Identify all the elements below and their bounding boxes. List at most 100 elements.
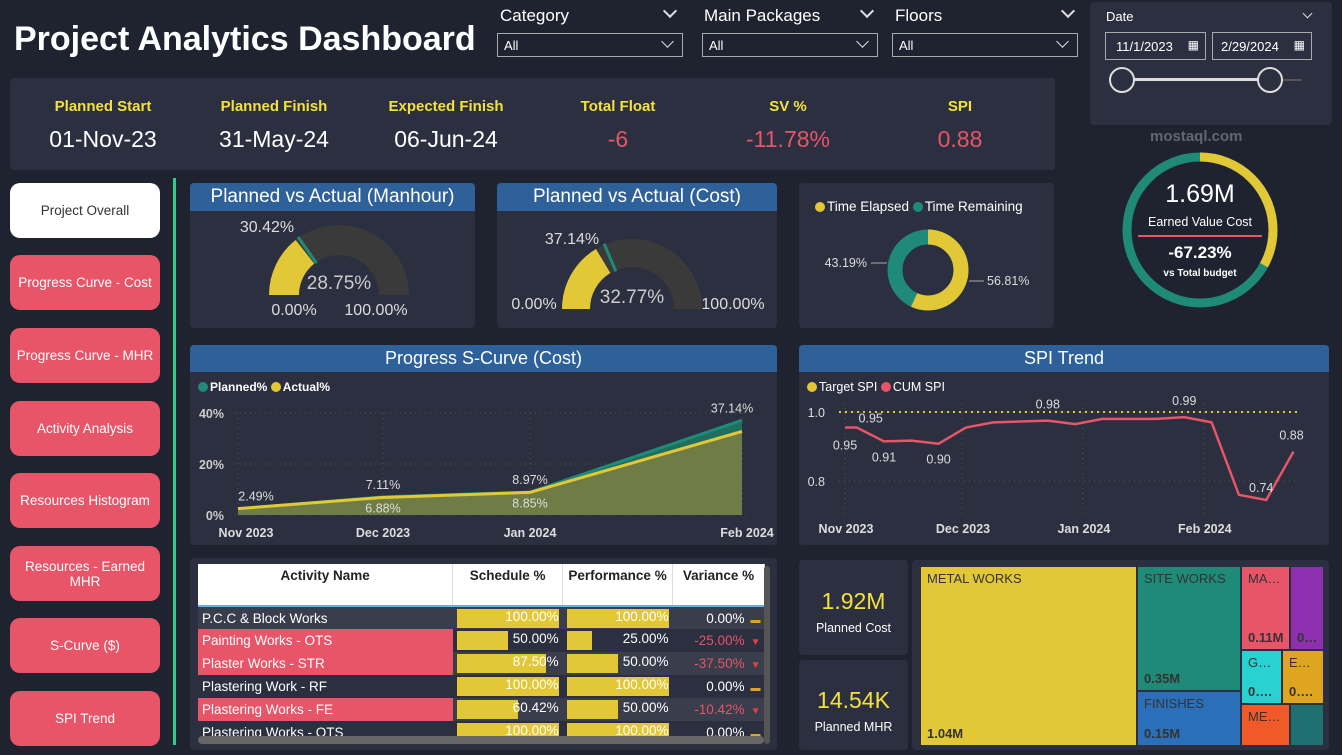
treemap-tile[interactable]: SITE WORKS 0.35M <box>1137 566 1241 691</box>
treemap-tile[interactable] <box>1290 704 1324 746</box>
treemap-tile[interactable]: E… 0…. <box>1282 650 1324 704</box>
bar-cell: 50.00% <box>453 629 563 652</box>
chevron-down-icon <box>661 35 674 48</box>
bar-fill <box>456 677 559 696</box>
nav-button-progress-curve-mhr[interactable]: Progress Curve - MHR <box>10 328 160 383</box>
legend-label: Time Remaining <box>924 199 1023 214</box>
table-row[interactable]: Plaster Works - STR 87.50% 50.00% -37.50% ▼ <box>198 652 765 675</box>
calendar-icon[interactable]: ▦ <box>1293 38 1305 52</box>
gauge-min-label: 0.00% <box>271 302 316 319</box>
table-row[interactable]: Plastering Works - FE 60.42% 50.00% -10.42%… <box>198 698 765 721</box>
chevron-down-icon <box>1056 35 1069 48</box>
bar-value: 60.42% <box>512 700 559 715</box>
data-bar: 100.00% <box>566 608 669 628</box>
nav-button-project-overall[interactable]: Project Overall <box>10 183 160 238</box>
main-packages-dropdown[interactable]: All <box>702 33 878 57</box>
vertical-scrollbar[interactable] <box>764 566 770 744</box>
cost-gauge-card: Planned vs Actual (Cost) 32.77% 37.14% 0.0… <box>497 183 777 328</box>
chevron-down-icon[interactable] <box>1060 3 1076 19</box>
bar-value: 100.00% <box>505 677 559 692</box>
column-header[interactable]: Activity Name <box>198 564 454 607</box>
tile-value: 0.15M <box>1144 726 1181 741</box>
spi-data-label: 0.90 <box>926 453 950 467</box>
gauge-fill <box>269 240 315 295</box>
table-row[interactable]: Plastering Works - OTS 100.00% 100.00% 0.00… <box>198 721 765 736</box>
filter-label: Main Packages <box>704 6 821 25</box>
planned-data-label: 7.11% <box>366 478 401 492</box>
nav-button-resources-earned-mhr[interactable]: Resources - Earned MHR <box>10 546 160 601</box>
floors-dropdown[interactable]: All <box>892 33 1078 57</box>
calendar-icon[interactable]: ▦ <box>1187 38 1199 52</box>
nav-button-activity-analysis[interactable]: Activity Analysis <box>10 401 160 456</box>
gauge-max-label: 100.00% <box>701 296 764 313</box>
table-row[interactable]: P.C.C & Block Works 100.00% 100.00% 0.00% ▬ <box>198 606 765 629</box>
data-bar: 60.42% <box>456 700 559 719</box>
slider-end-handle[interactable] <box>1256 67 1283 93</box>
treemap-tile[interactable]: G… 0…. <box>1241 650 1282 704</box>
column-header[interactable]: Performance % <box>562 564 674 607</box>
data-bar: 50.00% <box>456 631 559 650</box>
nav-button-resources-histogram[interactable]: Resources Histogram <box>10 473 160 528</box>
bar-value: 100.00% <box>505 608 559 624</box>
filter-label: Floors <box>895 6 943 25</box>
treemap-tile[interactable]: FINISHES 0.15M <box>1137 691 1241 746</box>
variance-value: 0.00% <box>706 725 745 736</box>
donut-legend: Time Elapsed Time Remaining <box>815 199 1023 214</box>
x-tick-label: Dec 2023 <box>936 522 990 536</box>
column-header[interactable]: Schedule % <box>452 564 564 607</box>
gauge-target-marker <box>296 236 318 265</box>
planned-mhr-value: 14.54K <box>817 687 890 713</box>
time-donut-chart: 56.81% 43.19% <box>825 229 1029 311</box>
chevron-down-icon[interactable] <box>1302 8 1313 19</box>
tile-value: 0.35M <box>1144 671 1181 686</box>
bar-fill <box>456 700 519 719</box>
treemap-tile[interactable]: ME… <box>1241 704 1290 746</box>
column-header[interactable]: Variance % <box>672 564 765 607</box>
card-title: SPI Trend <box>799 345 1329 372</box>
table-row[interactable]: Plastering Work - RF 100.00% 100.00% 0.00% ▬ <box>198 675 765 698</box>
down-arrow-icon: ▼ <box>750 637 761 648</box>
activity-name: Plaster Works - STR <box>198 652 453 675</box>
bar-cell: 100.00% <box>453 675 563 698</box>
earned-value-kpi: 1.69M Earned Value Cost -67.23% vs Total… <box>1130 180 1270 279</box>
variance-cell: -25.00% ▼ <box>673 629 765 652</box>
bar-cell: 100.00% <box>563 606 673 629</box>
dropdown-value: All <box>709 38 724 53</box>
data-bar: 100.00% <box>456 723 559 736</box>
ring-fill <box>1122 152 1278 308</box>
bar-cell: 100.00% <box>453 606 563 629</box>
nav-button-spi-trend[interactable]: SPI Trend <box>10 691 160 746</box>
treemap-tile[interactable]: 0… <box>1290 566 1324 650</box>
kpi-value: 06-Jun-24 <box>394 126 498 152</box>
treemap-tile[interactable]: MA… 0.11M <box>1241 566 1290 650</box>
legend-label: Target SPI <box>819 380 878 394</box>
bar-cell: 100.00% <box>453 721 563 736</box>
legend-dot <box>198 382 208 392</box>
donut-remaining-label: 43.19% <box>825 256 867 270</box>
variance-value: -10.42% <box>694 702 745 717</box>
nav-button-s-curve[interactable]: S-Curve ($) <box>10 618 160 673</box>
start-date-input[interactable]: 11/1/2023 ▦ <box>1105 32 1206 60</box>
horizontal-scrollbar[interactable] <box>198 736 764 744</box>
kpi-value: 31-May-24 <box>219 126 329 152</box>
nav-button-progress-curve-cost[interactable]: Progress Curve - Cost <box>10 255 160 310</box>
bar-value: 50.00% <box>622 700 669 715</box>
bar-cell: 50.00% <box>563 652 673 675</box>
chevron-down-icon[interactable] <box>859 3 875 19</box>
slider-start-handle[interactable] <box>1109 67 1135 93</box>
category-dropdown[interactable]: All <box>497 33 683 57</box>
chart-legend: Planned% Actual% <box>198 380 330 394</box>
tile-label: MA… <box>1248 571 1281 586</box>
bar-value: 87.50% <box>512 654 559 669</box>
spi-data-label: 0.88 <box>1279 429 1303 443</box>
treemap-card: METAL WORKS 1.04M SITE WORKS 0.35M FINISHES 0… <box>912 560 1329 750</box>
chevron-down-icon[interactable] <box>662 3 678 19</box>
table-row[interactable]: Painting Works - OTS 50.00% 25.00% -25.00% ▼ <box>198 629 765 652</box>
treemap-tile[interactable]: METAL WORKS 1.04M <box>920 566 1137 746</box>
down-arrow-icon: ▼ <box>750 660 761 671</box>
donut-elapsed-segment <box>887 229 969 311</box>
bar-value: 50.00% <box>622 654 669 669</box>
s-curve-chart: 0% 20% 40% 7.11% 8.97% 37.14% 2.49% 6.88% 8.85% N… <box>199 401 774 540</box>
actual-data-label: 6.88% <box>365 501 400 515</box>
end-date-input[interactable]: 2/29/2024 ▦ <box>1212 32 1312 60</box>
